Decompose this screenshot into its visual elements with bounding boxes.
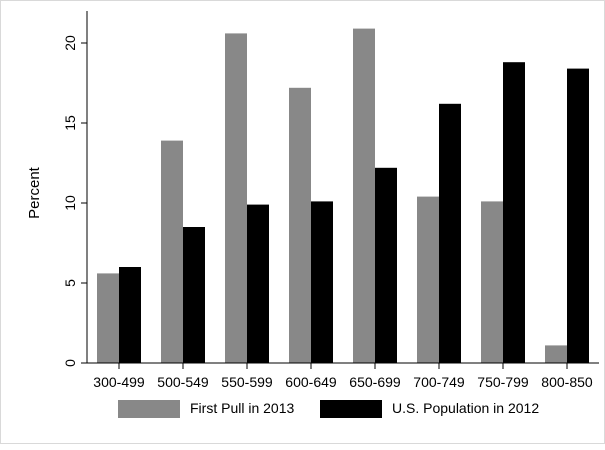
- bar-s0-550-599: [225, 33, 247, 364]
- bar-s1-600-649: [311, 201, 333, 363]
- y-tick-label-15: 15: [62, 115, 78, 131]
- x-tick-label-750-799: 750-799: [477, 374, 529, 390]
- x-tick-label-800-850: 800-850: [541, 374, 593, 390]
- bars-layer: [97, 28, 589, 364]
- legend-swatch-1: [320, 400, 382, 418]
- bar-s1-550-599: [247, 204, 269, 363]
- x-tick-label-500-549: 500-549: [157, 374, 209, 390]
- bar-s1-800-850: [567, 68, 589, 363]
- bar-s1-750-799: [503, 62, 525, 363]
- y-axis: 0 5 10 15 20: [62, 11, 88, 367]
- y-tick-label-0: 0: [62, 359, 78, 367]
- x-tick-label-600-649: 600-649: [285, 374, 337, 390]
- legend-label-1: U.S. Population in 2012: [392, 400, 539, 416]
- x-tick-label-300-499: 300-499: [93, 374, 145, 390]
- x-tick-label-650-699: 650-699: [349, 374, 401, 390]
- x-tick-label-550-599: 550-599: [221, 374, 273, 390]
- x-tick-label-700-749: 700-749: [413, 374, 465, 390]
- bar-s0-600-649: [289, 87, 311, 364]
- bar-s0-500-549: [161, 140, 183, 363]
- y-tick-label-20: 20: [62, 35, 78, 51]
- legend: First Pull in 2013 U.S. Population in 201…: [118, 400, 539, 418]
- bar-s1-500-549: [183, 227, 205, 363]
- y-axis-label: Percent: [26, 166, 43, 219]
- bar-s0-750-799: [481, 201, 503, 363]
- y-tick-label-5: 5: [62, 279, 78, 287]
- bar-s1-700-749: [439, 103, 461, 364]
- bar-s0-800-850: [545, 345, 567, 363]
- bar-s1-300-499: [119, 267, 141, 363]
- bar-s0-650-699: [353, 28, 375, 363]
- bar-s0-300-499: [97, 273, 119, 363]
- bar-s1-650-699: [375, 167, 397, 363]
- bar-s0-700-749: [417, 196, 439, 363]
- legend-label-0: First Pull in 2013: [190, 400, 294, 416]
- legend-swatch-0: [118, 400, 180, 418]
- y-tick-label-10: 10: [62, 195, 78, 211]
- x-axis: 300-499 500-549 550-599 600-649 650-699 700-7…: [87, 362, 599, 390]
